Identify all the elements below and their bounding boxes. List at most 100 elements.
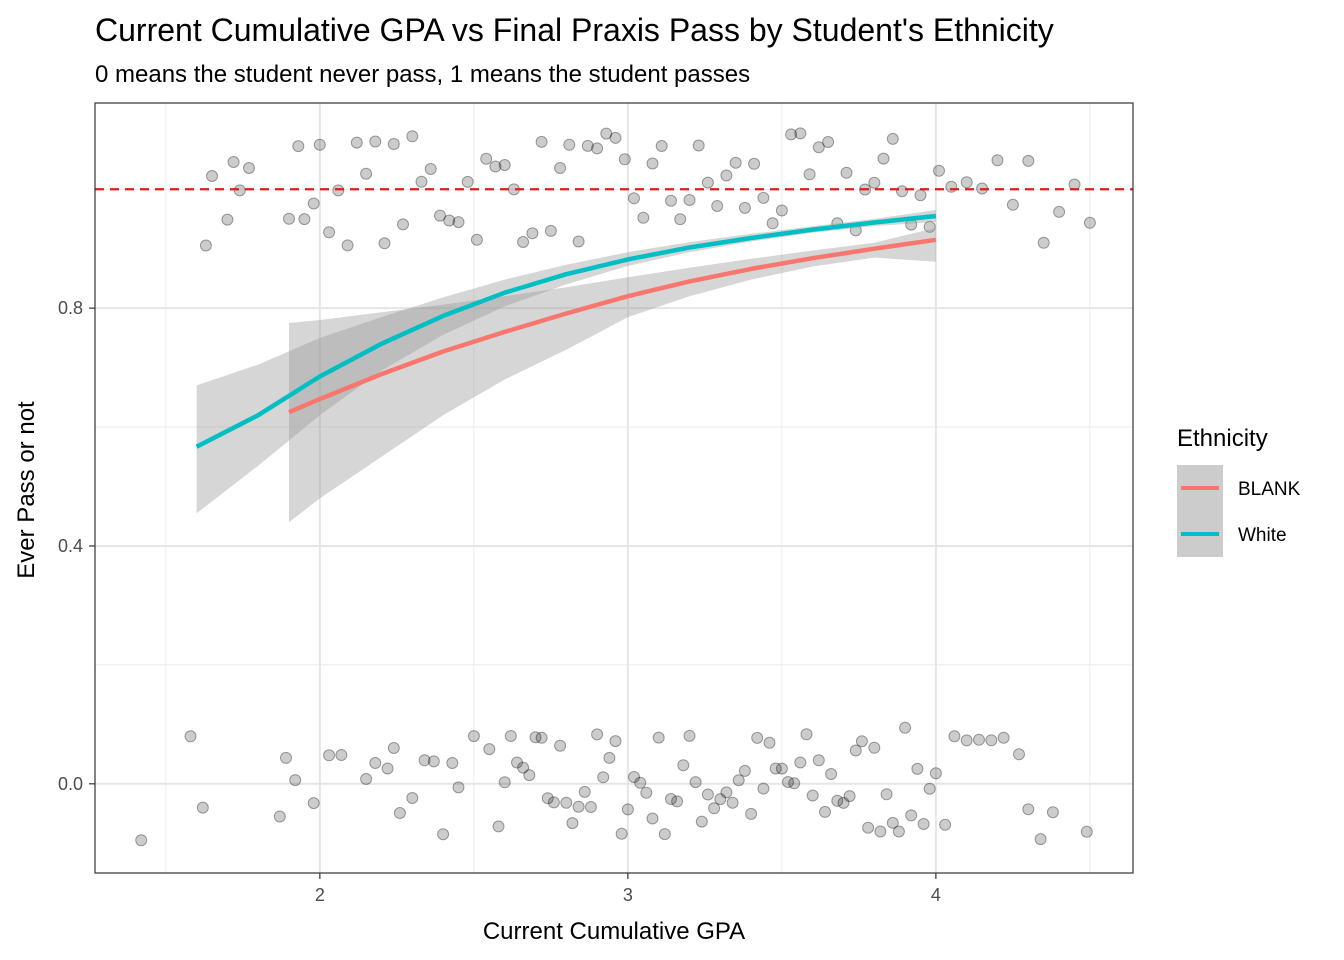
point-outcome-0-69 <box>782 776 794 788</box>
x-tick-label-2: 4 <box>931 885 941 905</box>
point-outcome-0-65 <box>757 782 770 795</box>
point-outcome-0-16 <box>427 755 440 768</box>
point-outcome-1-62 <box>794 127 807 140</box>
point-outcome-0-40 <box>603 751 616 764</box>
point-outcome-0-13 <box>393 807 406 819</box>
point-outcome-1-34 <box>535 135 548 148</box>
point-outcome-0-10 <box>369 757 382 769</box>
legend-label-blank: BLANK <box>1238 479 1301 500</box>
x-tick-label-1: 3 <box>623 885 633 905</box>
point-outcome-0-4 <box>280 751 292 764</box>
point-outcome-1-32 <box>517 236 530 248</box>
chart-subtitle: 0 means the student never pass, 1 means … <box>95 61 750 88</box>
x-axis: 2 3 4 <box>315 873 941 905</box>
point-outcome-1-45 <box>637 211 650 224</box>
point-outcome-1-87 <box>1083 216 1096 229</box>
point-outcome-0-70 <box>788 777 801 790</box>
point-outcome-0-88 <box>899 721 912 734</box>
point-outcome-1-77 <box>933 164 945 177</box>
point-outcome-0-38 <box>591 728 604 741</box>
point-outcome-0-79 <box>843 790 856 803</box>
point-outcome-0-89 <box>905 809 918 822</box>
y-tick-label-2: 0.8 <box>58 298 83 318</box>
point-outcome-1-59 <box>766 217 779 230</box>
point-outcome-1-82 <box>1006 198 1019 211</box>
point-outcome-1-52 <box>701 176 714 189</box>
point-outcome-1-14 <box>350 136 363 149</box>
point-outcome-1-27 <box>470 233 483 246</box>
point-outcome-1-6 <box>283 212 295 225</box>
point-outcome-0-95 <box>948 730 961 743</box>
point-outcome-1-36 <box>554 162 567 174</box>
point-outcome-1-30 <box>498 159 511 171</box>
point-outcome-1-20 <box>406 130 419 143</box>
point-outcome-0-11 <box>381 762 394 775</box>
point-outcome-0-74 <box>812 754 825 767</box>
legend: Ethnicity BLANK White <box>1177 425 1301 557</box>
point-outcome-1-16 <box>369 135 382 148</box>
point-outcome-1-73 <box>896 185 908 198</box>
point-outcome-0-46 <box>640 786 653 799</box>
point-outcome-1-72 <box>886 132 899 145</box>
point-outcome-1-28 <box>480 152 493 165</box>
point-outcome-0-42 <box>615 827 628 840</box>
point-outcome-0-5 <box>289 774 302 787</box>
point-outcome-0-37 <box>584 801 597 813</box>
ribbon-blank <box>289 227 936 523</box>
point-outcome-0-63 <box>745 807 758 820</box>
point-outcome-1-46 <box>646 157 659 170</box>
point-outcome-0-51 <box>671 795 684 808</box>
point-outcome-1-81 <box>991 154 1004 167</box>
point-outcome-0-93 <box>929 767 942 780</box>
point-outcome-0-3 <box>273 810 286 823</box>
x-axis-title: Current Cumulative GPA <box>483 918 745 945</box>
point-outcome-0-98 <box>985 734 998 747</box>
point-outcome-1-9 <box>307 197 320 210</box>
point-outcome-0-0 <box>135 834 148 847</box>
point-outcome-1-22 <box>424 163 437 175</box>
legend-label-white: White <box>1238 525 1287 546</box>
y-axis-title: Ever Pass or not <box>13 401 40 579</box>
point-outcome-0-6 <box>307 797 320 810</box>
point-outcome-0-8 <box>335 749 348 761</box>
point-outcome-1-44 <box>628 192 640 205</box>
point-outcome-0-22 <box>492 820 505 833</box>
point-outcome-0-72 <box>800 728 813 741</box>
point-outcome-1-4 <box>233 184 246 197</box>
point-outcome-1-13 <box>341 239 354 252</box>
point-outcome-1-53 <box>711 200 724 212</box>
point-outcome-1-70 <box>868 176 881 189</box>
point-outcome-0-36 <box>578 785 591 798</box>
point-outcome-0-61 <box>732 774 745 787</box>
point-outcome-1-58 <box>757 191 770 204</box>
point-outcome-1-21 <box>415 175 428 188</box>
point-outcome-1-39 <box>581 139 594 152</box>
plot-panel-background <box>95 103 1133 873</box>
point-outcome-0-24 <box>504 730 517 742</box>
point-outcome-0-30 <box>541 792 554 805</box>
point-outcome-0-75 <box>819 805 831 818</box>
point-outcome-0-56 <box>701 788 714 801</box>
point-outcome-0-41 <box>609 735 622 748</box>
point-outcome-0-50 <box>665 793 677 805</box>
point-outcome-0-28 <box>529 731 542 744</box>
point-outcome-0-2 <box>196 801 209 814</box>
point-outcome-0-34 <box>566 817 579 830</box>
point-outcome-0-58 <box>714 793 727 806</box>
point-outcome-1-0 <box>199 239 212 252</box>
point-outcome-1-17 <box>378 237 391 250</box>
series-line-blank <box>288 237 937 415</box>
point-outcome-1-51 <box>692 139 705 152</box>
grid-lines <box>95 103 1133 873</box>
point-outcome-0-87 <box>892 825 905 838</box>
point-outcome-1-47 <box>655 140 668 152</box>
point-outcome-0-73 <box>806 789 819 802</box>
point-outcome-1-63 <box>803 168 816 181</box>
point-outcome-1-2 <box>221 213 234 226</box>
point-outcome-0-53 <box>683 729 696 742</box>
point-outcome-0-45 <box>634 776 647 789</box>
point-outcome-1-35 <box>544 224 557 237</box>
point-outcome-0-32 <box>554 739 567 752</box>
point-outcome-1-19 <box>397 218 409 231</box>
point-outcome-0-54 <box>689 776 702 789</box>
